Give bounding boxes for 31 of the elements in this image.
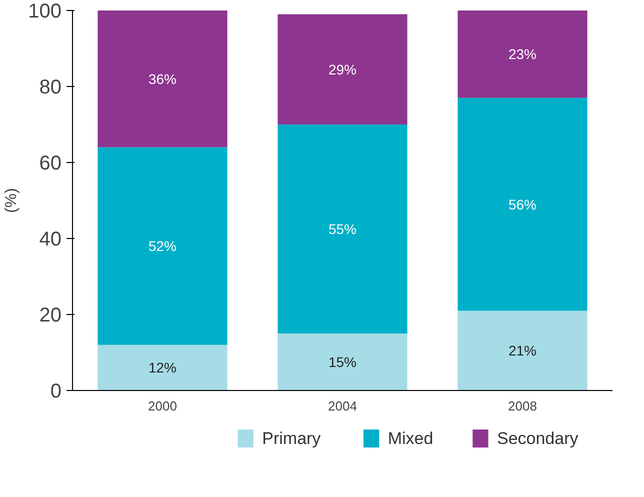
x-tick-label: 2000 (148, 398, 177, 414)
x-tick-label: 2004 (328, 398, 357, 414)
legend-label: Primary (262, 429, 322, 448)
x-tick-label: 2008 (508, 398, 537, 414)
bar (278, 124, 408, 334)
bar (278, 14, 408, 124)
bar (98, 10, 228, 148)
bar (278, 334, 408, 390)
bar (458, 98, 588, 311)
bar (458, 310, 588, 390)
y-tick-label: 0 (50, 380, 62, 402)
legend-label: Mixed (388, 429, 434, 448)
y-tick-label: 60 (39, 152, 62, 174)
data-label: 15% (328, 354, 357, 370)
bar (98, 147, 228, 345)
bar (98, 344, 228, 390)
y-tick-label: 20 (39, 304, 62, 326)
y-axis-title: (%) (3, 188, 20, 213)
y-tick-label: 100 (28, 0, 62, 22)
y-tick-label: 80 (39, 76, 62, 98)
data-label: 52% (148, 238, 177, 254)
bar (458, 10, 588, 98)
data-label: 55% (328, 221, 357, 237)
data-label: 56% (508, 196, 537, 212)
data-label: 29% (328, 61, 357, 78)
data-label: 36% (148, 70, 177, 87)
data-label: 23% (508, 46, 537, 62)
y-tick-label: 40 (39, 228, 62, 250)
data-label: 21% (508, 342, 537, 359)
data-label: 12% (148, 360, 177, 376)
legend-label: Secondary (496, 429, 579, 448)
